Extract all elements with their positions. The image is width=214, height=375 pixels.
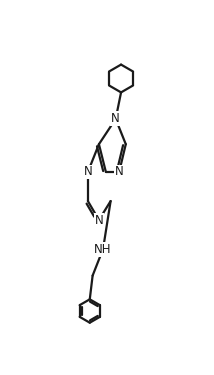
Text: NH: NH [94,243,112,256]
Text: N: N [115,165,123,178]
Text: N: N [111,112,120,125]
Text: N: N [83,165,92,178]
Text: N: N [95,213,103,226]
